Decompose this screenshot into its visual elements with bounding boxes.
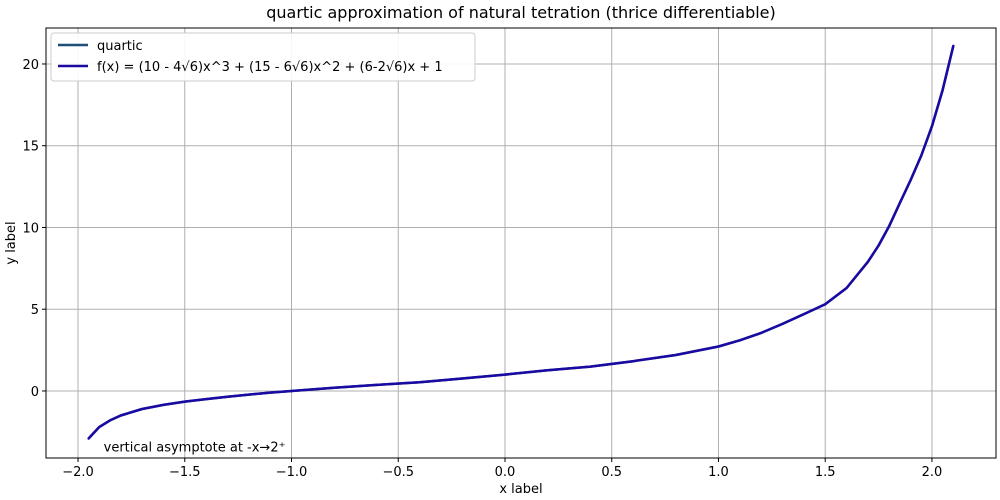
x-axis-ticks: −2.0 −1.5 −1.0 −0.5 0.0 0.5 1.0 1.5 2.0 (62, 458, 942, 480)
annotations: vertical asymptote at -x→2⁺ (104, 440, 286, 455)
x-tick-label: −1.0 (276, 465, 308, 480)
plot-area-frame (45, 27, 997, 459)
x-tick-label: −2.0 (62, 465, 94, 480)
x-axis-label: x label (499, 482, 542, 497)
series-line-1 (87, 44, 955, 440)
x-tick-label: 1.5 (815, 465, 836, 480)
y-tick-label: 0 (31, 385, 39, 400)
series-lines (87, 44, 955, 440)
y-tick-label: 10 (22, 221, 39, 236)
y-tick-label: 15 (22, 140, 39, 155)
x-tick-label: 0.5 (601, 465, 622, 480)
y-axis-label: y label (4, 221, 19, 264)
x-tick-label: 1.0 (708, 465, 729, 480)
series-line-0 (87, 44, 955, 440)
x-tick-label: −0.5 (382, 465, 414, 480)
y-tick-label: 5 (31, 303, 39, 318)
legend-entry-formula: f(x) = (10 - 4√6)x^3 + (15 - 6√6)x^2 + (… (97, 60, 443, 75)
chart-title: quartic approximation of natural tetrati… (266, 3, 776, 22)
legend-entry-quartic: quartic (97, 39, 143, 54)
y-tick-label: 20 (22, 58, 39, 73)
x-tick-label: 0.0 (495, 465, 516, 480)
x-tick-label: −1.5 (169, 465, 201, 480)
legend-box (50, 32, 476, 82)
legend: quartic f(x) = (10 - 4√6)x^3 + (15 - 6√6… (50, 32, 476, 82)
grid (46, 28, 996, 458)
annotation-text: vertical asymptote at -x→2⁺ (104, 440, 286, 455)
y-axis-ticks: 0 5 10 15 20 (22, 58, 46, 400)
x-tick-label: 2.0 (922, 465, 943, 480)
